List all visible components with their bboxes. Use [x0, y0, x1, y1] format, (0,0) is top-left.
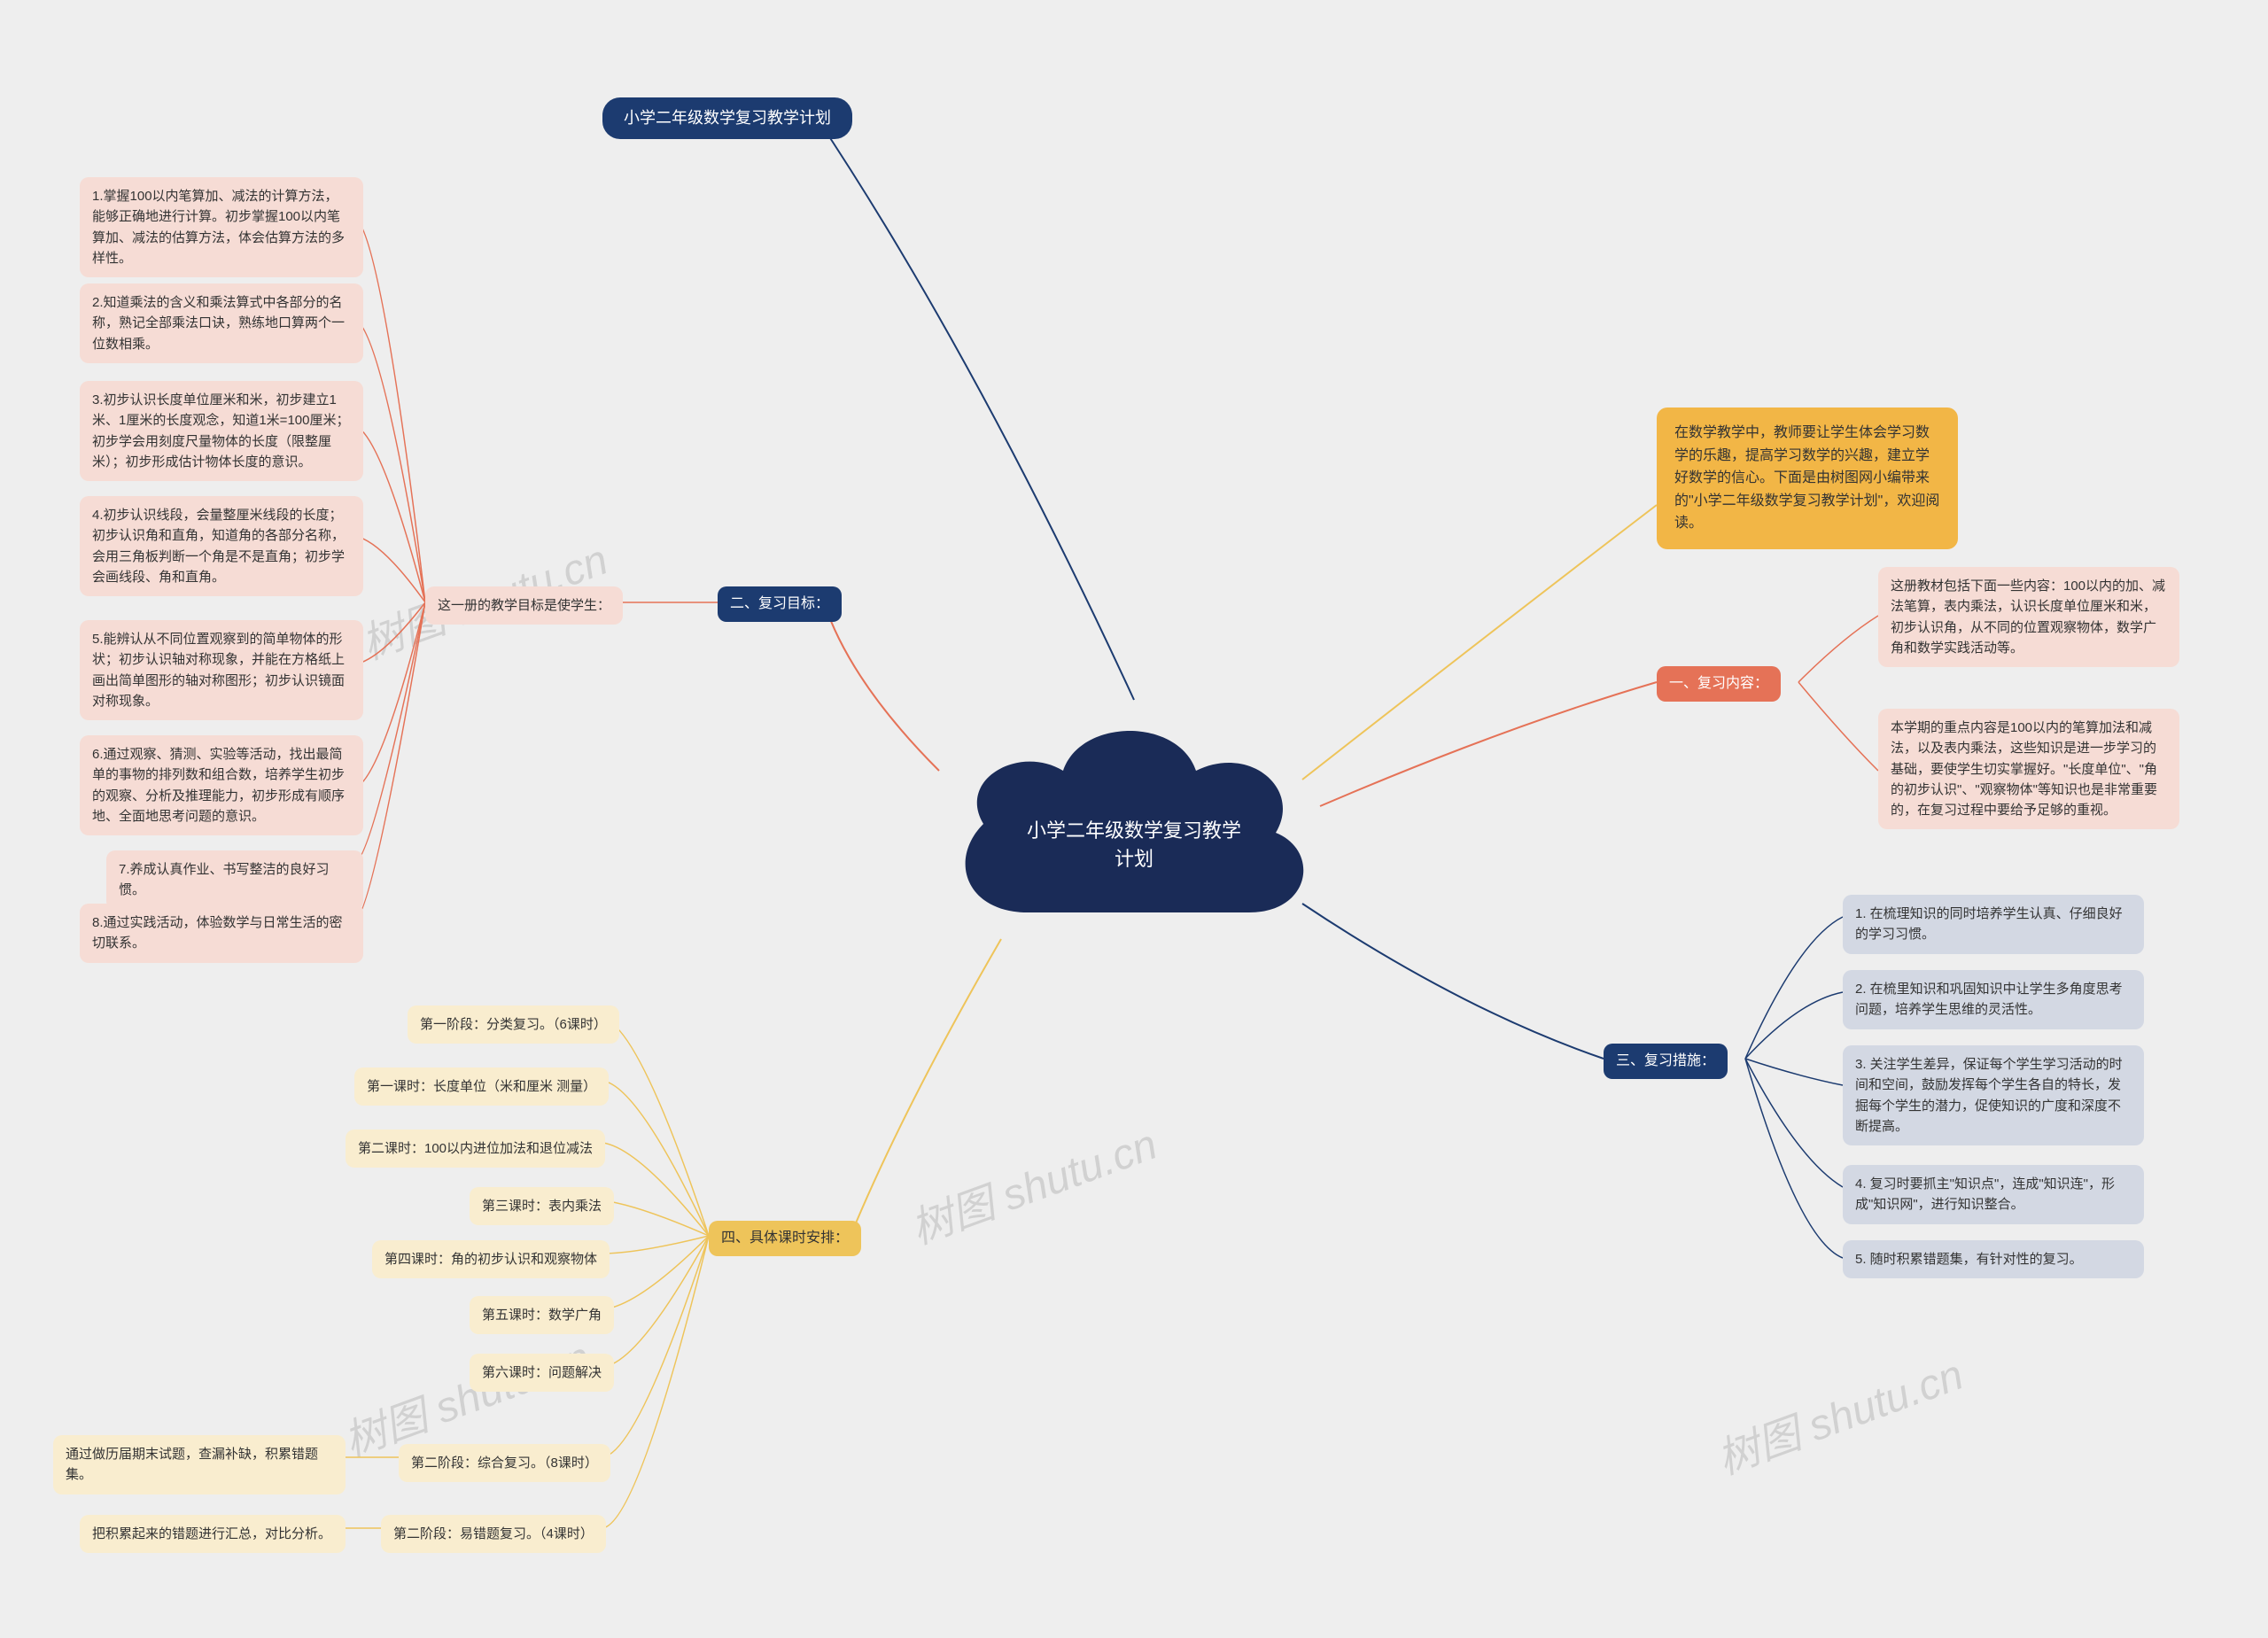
branch2-leaf: 6.通过观察、猜测、实验等活动，找出最简单的事物的排列数和组合数，培养学生初步的… [80, 735, 363, 835]
center-title: 小学二年级数学复习教学 计划 [1001, 815, 1267, 872]
branch4-leaf: 第二阶段：易错题复习。（4课时） [381, 1515, 606, 1553]
branch2-leaf: 7.养成认真作业、书写整洁的良好习惯。 [106, 850, 363, 910]
branch1-leaf: 这册教材包括下面一些内容：100以内的加、减法笔算，表内乘法，认识长度单位厘米和… [1878, 567, 2179, 667]
branch4-subleaf: 把积累起来的错题进行汇总，对比分析。 [80, 1515, 346, 1553]
branch3-leaf: 5. 随时积累错题集，有针对性的复习。 [1843, 1240, 2144, 1278]
branch4-leaf: 第五课时：数学广角 [470, 1296, 614, 1334]
branch4-leaf: 第六课时：问题解决 [470, 1354, 614, 1392]
watermark: 树图 shutu.cn [1707, 1339, 1970, 1486]
branch3-leaf: 4. 复习时要抓主"知识点"，连成"知识连"，形成"知识网"，进行知识整合。 [1843, 1165, 2144, 1224]
branch3-leaf: 1. 在梳理知识的同时培养学生认真、仔细良好的学习习惯。 [1843, 895, 2144, 954]
watermark: 树图 shutu.cn [901, 1109, 1164, 1255]
center-line2: 计划 [1001, 843, 1267, 872]
branch-2: 二、复习目标： [718, 586, 842, 622]
branch1-leaf: 本学期的重点内容是100以内的笔算加法和减法，以及表内乘法，这些知识是进一步学习… [1878, 709, 2179, 829]
branch3-leaf: 3. 关注学生差异，保证每个学生学习活动的时间和空间，鼓励发挥每个学生各自的特长… [1843, 1045, 2144, 1145]
branch2-sub: 这一册的教学目标是使学生： [425, 586, 623, 625]
branch2-leaf: 8.通过实践活动，体验数学与日常生活的密切联系。 [80, 904, 363, 963]
branch2-leaf: 3.初步认识长度单位厘米和米，初步建立1米、1厘米的长度观念，知道1米=100厘… [80, 381, 363, 481]
branch4-leaf: 第四课时：角的初步认识和观察物体 [372, 1240, 610, 1278]
branch4-leaf: 第二课时：100以内进位加法和退位减法 [346, 1130, 605, 1168]
branch4-leaf: 第三课时：表内乘法 [470, 1187, 614, 1225]
branch3-leaf: 2. 在梳里知识和巩固知识中让学生多角度思考问题，培养学生思维的灵活性。 [1843, 970, 2144, 1029]
branch-1: 一、复习内容： [1657, 666, 1781, 702]
branch2-leaf: 1.掌握100以内笔算加、减法的计算方法，能够正确地进行计算。初步掌握100以内… [80, 177, 363, 277]
branch-4: 四、具体课时安排： [709, 1221, 861, 1256]
title-pill: 小学二年级数学复习教学计划 [602, 97, 852, 139]
branch4-leaf: 第二阶段：综合复习。（8课时） [399, 1444, 610, 1482]
center-line1: 小学二年级数学复习教学 [1001, 815, 1267, 843]
branch-3: 三、复习措施： [1604, 1044, 1728, 1079]
branch2-leaf: 2.知道乘法的含义和乘法算式中各部分的名称，熟记全部乘法口诀，熟练地口算两个一位… [80, 283, 363, 363]
branch2-leaf: 4.初步认识线段，会量整厘米线段的长度；初步认识角和直角，知道角的各部分名称，会… [80, 496, 363, 596]
intro-box: 在数学教学中，教师要让学生体会学习数学的乐趣，提高学习数学的兴趣，建立学好数学的… [1657, 408, 1958, 549]
branch4-leaf: 第一课时：长度单位（米和厘米 测量） [354, 1067, 609, 1106]
branch2-leaf: 5.能辨认从不同位置观察到的简单物体的形状；初步认识轴对称现象，并能在方格纸上画… [80, 620, 363, 720]
branch4-subleaf: 通过做历届期末试题，查漏补缺，积累错题集。 [53, 1435, 346, 1494]
branch4-leaf: 第一阶段：分类复习。（6课时） [408, 1005, 619, 1044]
